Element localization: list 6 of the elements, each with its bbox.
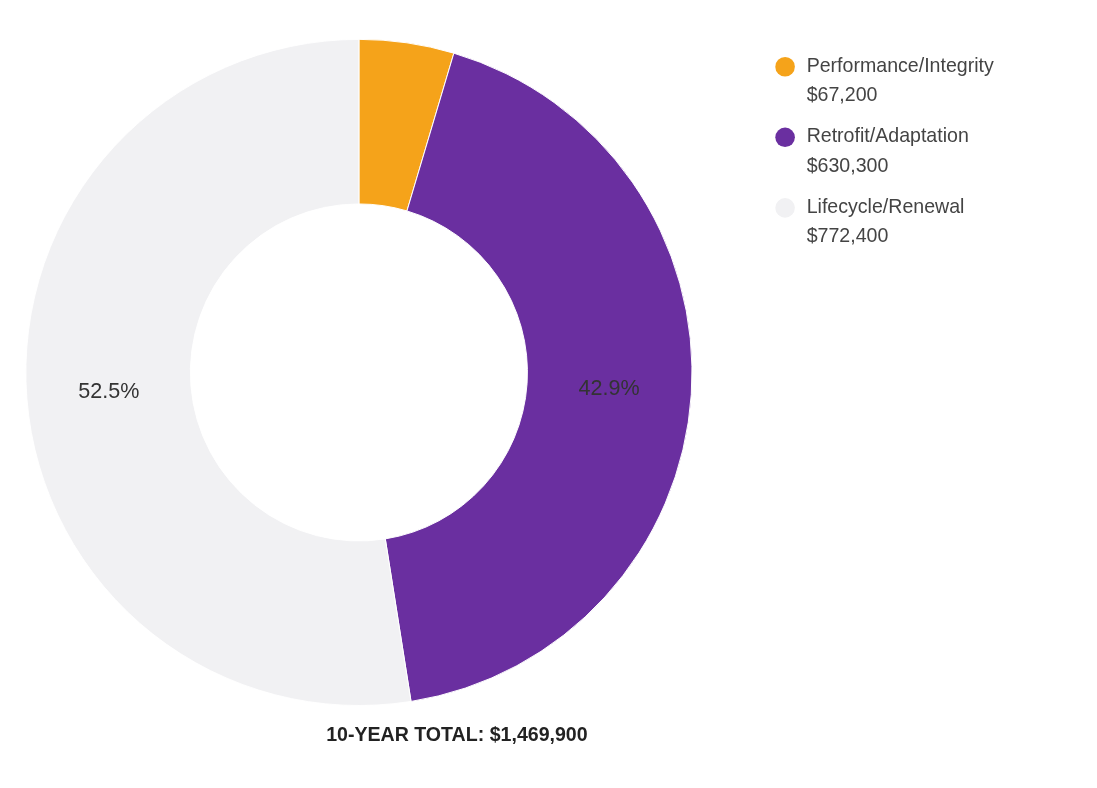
legend-label: Retrofit/Adaptation $630,300 xyxy=(806,124,969,176)
legend-label: Lifecycle/Renewal $772,400 xyxy=(806,195,965,247)
legend-label: Performance/Integrity $67,200 xyxy=(806,53,995,106)
text: 10-YEAR TOTAL: $1,469,900 xyxy=(326,722,588,745)
data-label: 52.5% xyxy=(78,377,140,403)
data-label: 42.9% xyxy=(578,374,640,400)
